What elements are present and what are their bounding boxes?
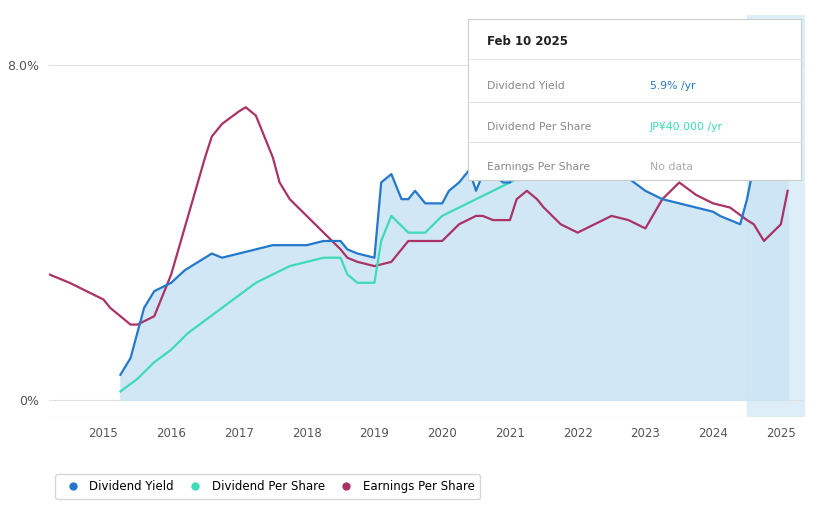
Text: JP¥40.000 /yr: JP¥40.000 /yr (649, 121, 722, 132)
Text: 5.9% /yr: 5.9% /yr (649, 81, 695, 91)
Text: Past: Past (750, 42, 773, 52)
Legend: Dividend Yield, Dividend Per Share, Earnings Per Share: Dividend Yield, Dividend Per Share, Earn… (55, 474, 480, 499)
Text: Earnings Per Share: Earnings Per Share (488, 162, 590, 172)
Text: No data: No data (649, 162, 693, 172)
Bar (747, 15, 805, 417)
Text: Dividend Yield: Dividend Yield (488, 81, 565, 91)
FancyBboxPatch shape (469, 19, 800, 180)
Text: Feb 10 2025: Feb 10 2025 (488, 36, 568, 48)
Text: Dividend Per Share: Dividend Per Share (488, 121, 592, 132)
